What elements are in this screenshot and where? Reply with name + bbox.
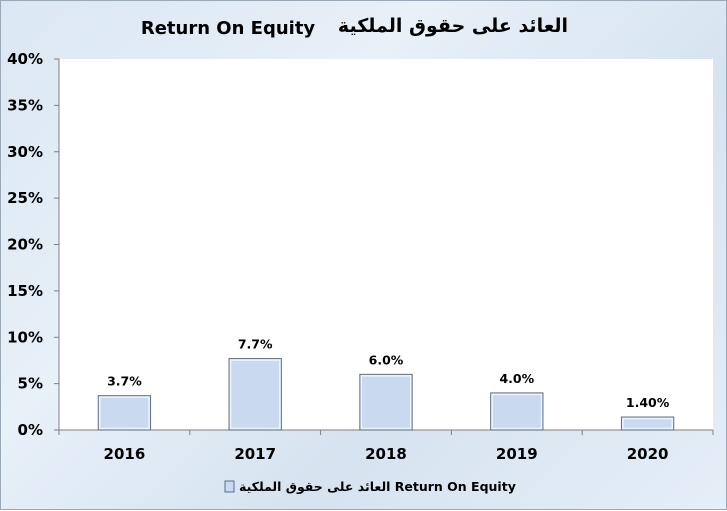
legend-swatch [224, 480, 235, 493]
y-tick-label: 25% [7, 189, 43, 207]
y-tick-label: 10% [7, 328, 43, 346]
x-tick-label: 2020 [627, 445, 669, 463]
y-tick-label: 5% [18, 375, 43, 393]
bar-highlight [622, 417, 674, 430]
y-tick-label: 30% [7, 143, 43, 161]
legend: العائد على حقوق الملكية Return On Equity [224, 479, 516, 494]
data-label: 1.40% [626, 395, 670, 410]
y-tick-label: 35% [7, 96, 43, 114]
x-tick-label: 2018 [365, 445, 407, 463]
x-tick-label: 2016 [104, 445, 146, 463]
data-label: 6.0% [369, 352, 404, 367]
y-axis: 0% 5% 10% 15% 20% 25% 30% 35% 40% [7, 50, 60, 439]
x-axis: 2016 2017 2018 2019 2020 [58, 429, 714, 463]
y-tick-label: 40% [7, 50, 43, 68]
data-label: 7.7% [238, 337, 273, 352]
bar [359, 373, 413, 431]
chart-title-english: Return On Equity [141, 18, 316, 39]
data-label: 4.0% [499, 371, 534, 386]
y-tick-label: 15% [7, 282, 43, 300]
y-tick-label: 20% [7, 236, 43, 254]
bar [97, 395, 152, 431]
legend-label: العائد على حقوق الملكية Return On Equity [239, 479, 516, 494]
bar-highlight [229, 359, 281, 430]
bar-highlight [98, 396, 150, 430]
x-tick-label: 2019 [496, 445, 538, 463]
bar-highlight [491, 393, 543, 430]
chart-title-arabic: العائد على حقوق الملكية [338, 15, 568, 37]
data-labels: 3.7% 7.7% 6.0% 4.0% 1.40% [107, 337, 670, 410]
bar [490, 392, 544, 431]
y-tick-label: 0% [18, 421, 43, 439]
data-label: 3.7% [107, 374, 142, 389]
bar [228, 358, 282, 431]
x-tick-label: 2017 [234, 445, 276, 463]
bars [97, 358, 675, 431]
bar-highlight [360, 375, 412, 430]
plot-area [59, 59, 713, 430]
bar [620, 416, 675, 431]
